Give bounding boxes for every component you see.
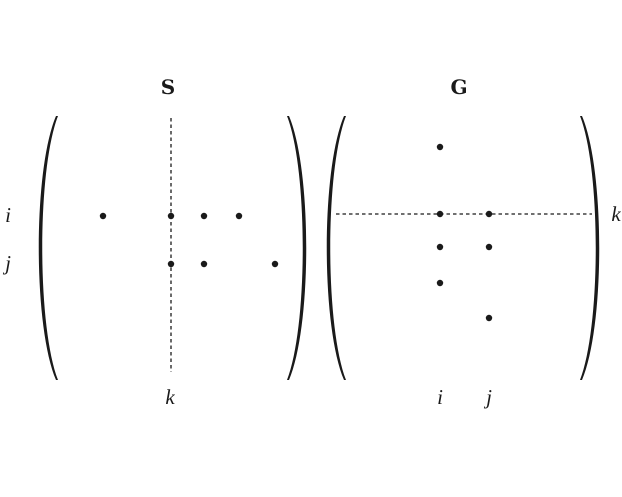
matrix-g-entry xyxy=(436,279,444,287)
matrix-s-entry xyxy=(200,212,208,220)
matrix-s-column-label-k: k xyxy=(165,385,175,409)
matrix-g-column-label-j: j xyxy=(483,385,492,409)
matrix-s-row-label-i: i xyxy=(5,203,11,227)
matrix-g-row-label-k: k xyxy=(611,202,621,226)
matrix-g-column-label-i: i xyxy=(437,385,443,409)
matrix-s-entry xyxy=(167,260,175,268)
matrix-g-entry xyxy=(436,143,444,151)
matrix-g-entry xyxy=(436,243,444,251)
matrix-s-left-paren xyxy=(38,116,58,380)
matrix-s-entry xyxy=(235,212,243,220)
matrix-g-title: G xyxy=(450,75,467,99)
matrix-s-entry xyxy=(200,260,208,268)
matrix-s-entry xyxy=(271,260,279,268)
matrix-g-entry xyxy=(485,243,493,251)
matrix-g-entry xyxy=(436,210,444,218)
matrix-g-left-paren xyxy=(326,116,346,380)
matrix-g-right-paren xyxy=(580,116,600,380)
matrix-g-entry xyxy=(485,314,493,322)
matrix-s-right-paren xyxy=(287,116,307,380)
matrix-s-entry xyxy=(167,212,175,220)
matrix-s-entry xyxy=(99,212,107,220)
matrix-g-entry xyxy=(485,210,493,218)
matrix-s-title: S xyxy=(161,75,175,99)
matrix-s-row-label-j: j xyxy=(2,251,11,275)
